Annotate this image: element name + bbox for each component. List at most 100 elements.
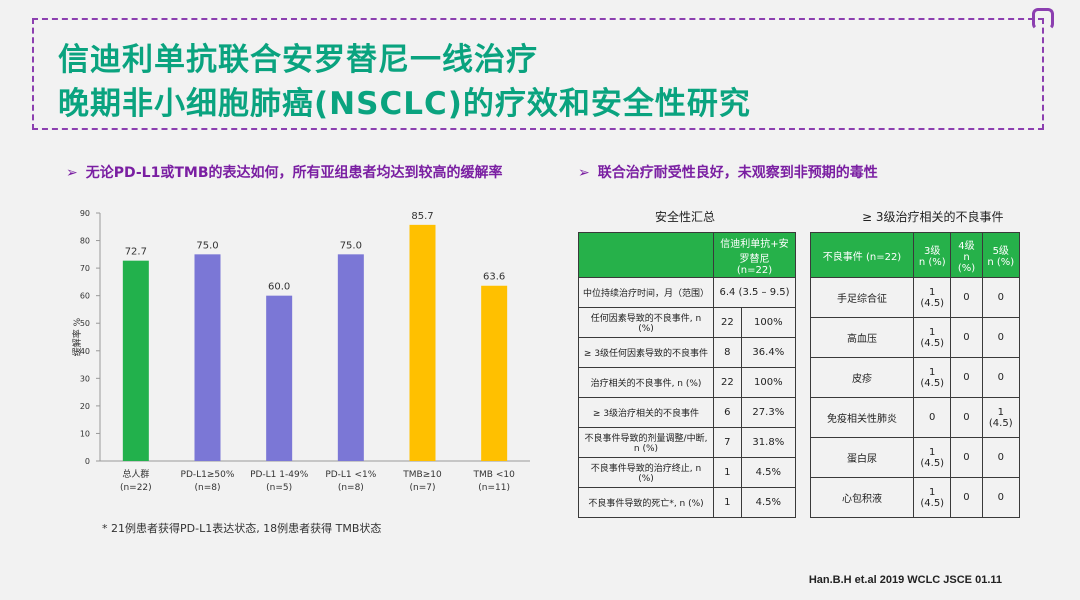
- row-label: 不良事件导致的治疗终止, n (%): [578, 457, 714, 488]
- row-label: 蛋白尿: [810, 437, 914, 478]
- right-bullet-text: 联合治疗耐受性良好，未观察到非预期的毒性: [597, 165, 878, 181]
- table-row: 治疗相关的不良事件, n (%) 22 100%: [578, 367, 797, 398]
- cell-value: 0: [981, 477, 1021, 518]
- cell-value: 4.5%: [740, 457, 797, 488]
- cell-value: 6.4 (3.5 – 9.5): [713, 277, 796, 308]
- cell-value: 0: [950, 277, 983, 318]
- x-category-label: TMB <10: [473, 470, 516, 480]
- cell-value: 100%: [740, 307, 797, 338]
- cell-value: 1: [713, 487, 742, 518]
- right-bullet: ➢ 联合治疗耐受性良好，未观察到非预期的毒性: [578, 162, 878, 182]
- cell-value: 0: [981, 357, 1021, 398]
- x-category-label: (n=11): [478, 483, 510, 493]
- cell-value: 0: [981, 277, 1021, 318]
- cell-value: 1 (4.5): [912, 437, 952, 478]
- y-tick-label: 80: [80, 237, 90, 246]
- footnote: * 21例患者获得PD-L1表达状态, 18例患者获得 TMB状态: [102, 522, 382, 535]
- row-label: 治疗相关的不良事件, n (%): [578, 367, 714, 398]
- page-title-line2: 晚期非小细胞肺癌(NSCLC)的疗效和安全性研究: [58, 86, 751, 122]
- row-label: 中位持续治疗时间，月（范围）: [578, 277, 714, 308]
- table-row: 任何因素导致的不良事件, n (%) 22 100%: [578, 307, 797, 338]
- x-category-label: TMB≥10: [402, 470, 442, 480]
- cell-value: 22: [713, 367, 742, 398]
- y-tick-label: 30: [80, 374, 90, 383]
- cell-value: 22: [713, 307, 742, 338]
- ae-table-caption: ≥ 3级治疗相关的不良事件: [862, 210, 1004, 224]
- cell-value: 31.8%: [740, 427, 797, 458]
- table-row: 高血压 1 (4.5) 0 0: [810, 317, 1021, 358]
- y-axis-title: 缓解率 %: [71, 317, 83, 356]
- bullet-arrow-icon: ➢: [66, 165, 78, 181]
- bar: [266, 295, 293, 461]
- cell-value: 0: [912, 397, 952, 438]
- cell-value: 0: [981, 437, 1021, 478]
- bar-value-label: 75.0: [196, 240, 218, 251]
- y-tick-label: 70: [80, 264, 90, 273]
- safety-table-header: 信迪利单抗+安罗替尼 (n=22): [578, 232, 796, 278]
- x-category-label: PD-L1≥50%: [181, 470, 235, 480]
- x-category-label: (n=8): [195, 483, 221, 493]
- row-label: 手足综合征: [810, 277, 914, 318]
- cell-value: 0: [950, 357, 983, 398]
- row-label: 高血压: [810, 317, 914, 358]
- bar-value-label: 85.7: [411, 211, 433, 222]
- row-label: ≥ 3级任何因素导致的不良事件: [578, 337, 714, 368]
- cell-value: 8: [713, 337, 742, 368]
- bar-value-label: 72.7: [125, 247, 147, 258]
- bar: [481, 285, 508, 461]
- cell-value: 27.3%: [740, 397, 797, 428]
- corner-decoration: [1032, 8, 1054, 30]
- y-tick-label: 60: [80, 292, 90, 301]
- safety-summary-table: 信迪利单抗+安罗替尼 (n=22) 中位持续治疗时间，月（范围） 6.4 (3.5 …: [578, 232, 797, 518]
- x-category-label: (n=7): [410, 483, 436, 493]
- cell-value: 1 (4.5): [912, 277, 952, 318]
- table-row: ≥ 3级任何因素导致的不良事件 8 36.4%: [578, 337, 797, 368]
- table-row: 不良事件导致的死亡*, n (%) 1 4.5%: [578, 487, 797, 518]
- row-label: 不良事件导致的剂量调整/中断, n (%): [578, 427, 714, 458]
- bar: [337, 254, 364, 461]
- bar-value-label: 75.0: [340, 240, 362, 251]
- bar: [194, 254, 221, 461]
- cell-value: 0: [981, 317, 1021, 358]
- cell-value: 0: [950, 477, 983, 518]
- x-category-label: (n=8): [338, 483, 364, 493]
- row-label: 心包积液: [810, 477, 914, 518]
- y-tick-label: 50: [80, 319, 90, 328]
- table-row: 心包积液 1 (4.5) 0 0: [810, 477, 1021, 518]
- x-category-label: (n=5): [266, 483, 292, 493]
- cell-value: 0: [950, 317, 983, 358]
- table-row: 蛋白尿 1 (4.5) 0 0: [810, 437, 1021, 478]
- bar-value-label: 60.0: [268, 282, 290, 293]
- bar: [409, 224, 436, 461]
- left-bullet-text: 无论PD-L1或TMB的表达如何，所有亚组患者均达到较高的缓解率: [85, 165, 503, 181]
- response-rate-bar-chart: 0 10 20 30 40 50 60 70 80 90 缓解率 % 72.7 总人群 (n=22) 75.…: [71, 209, 530, 493]
- header-cell: 4级 n (%): [950, 232, 983, 278]
- cell-value: 0: [950, 437, 983, 478]
- table-row: 中位持续治疗时间，月（范围） 6.4 (3.5 – 9.5): [578, 277, 796, 308]
- row-label: 免疫相关性肺炎: [810, 397, 914, 438]
- cell-value: 1: [713, 457, 742, 488]
- table-row: 手足综合征 1 (4.5) 0 0: [810, 277, 1021, 318]
- table-row: 不良事件导致的治疗终止, n (%) 1 4.5%: [578, 457, 797, 488]
- y-tick-label: 10: [80, 429, 90, 438]
- ae-table-header: 不良事件 (n=22) 3级 n (%) 4级 n (%) 5级 n (%): [810, 232, 1021, 278]
- cell-value: 0: [950, 397, 983, 438]
- cell-value: 36.4%: [740, 337, 797, 368]
- page-title-line1: 信迪利单抗联合安罗替尼一线治疗: [58, 42, 538, 78]
- citation: Han.B.H et.al 2019 WCLC JSCE 01.11: [808, 574, 1002, 586]
- grade3-ae-table: 不良事件 (n=22) 3级 n (%) 4级 n (%) 5级 n (%) 手足综合征 1 …: [810, 232, 1021, 518]
- header-cell: 5级 n (%): [981, 232, 1021, 278]
- header-cell: 3级 n (%): [912, 232, 952, 278]
- bar: [122, 260, 149, 461]
- header-cell: 不良事件 (n=22): [810, 232, 914, 278]
- bar-value-label: 63.6: [483, 272, 505, 283]
- cell-value: 100%: [740, 367, 797, 398]
- header-cell: [578, 232, 714, 278]
- x-category-label: 总人群: [122, 468, 149, 480]
- cell-value: 1 (4.5): [912, 357, 952, 398]
- x-category-label: (n=22): [120, 483, 152, 493]
- cell-value: 1 (4.5): [912, 317, 952, 358]
- table-row: 不良事件导致的剂量调整/中断, n (%) 7 31.8%: [578, 427, 797, 458]
- table-row: 皮疹 1 (4.5) 0 0: [810, 357, 1021, 398]
- cell-value: 4.5%: [740, 487, 797, 518]
